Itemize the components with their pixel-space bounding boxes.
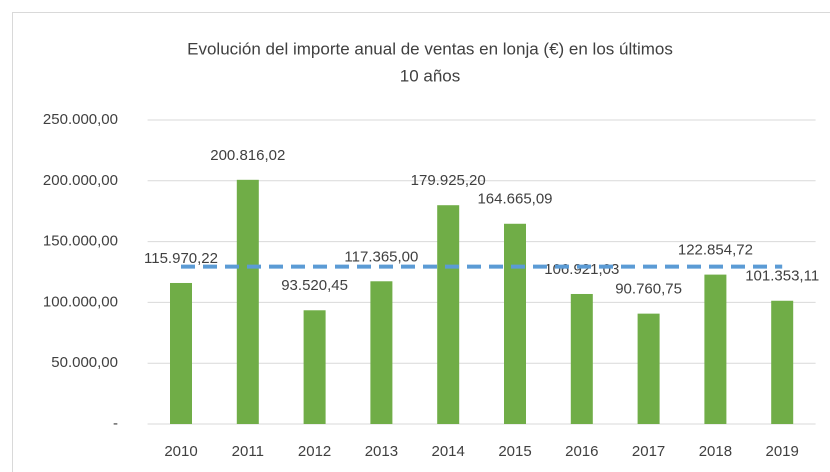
chart-border xyxy=(12,12,830,472)
bar xyxy=(637,313,660,424)
x-tick-label: 2018 xyxy=(699,443,732,460)
x-tick-label: 2017 xyxy=(632,443,665,460)
bar xyxy=(303,310,326,424)
data-label: 117.365,00 xyxy=(344,248,418,265)
data-label: 90.760,75 xyxy=(615,281,682,298)
bar xyxy=(170,282,192,424)
x-tick-label: 2016 xyxy=(565,443,598,460)
data-label: 115.970,22 xyxy=(144,250,218,267)
y-tick-label: 50.000,00 xyxy=(51,354,118,371)
chart-title: 10 años xyxy=(400,66,461,85)
x-tick-label: 2010 xyxy=(164,443,197,460)
y-tick-label: 250.000,00 xyxy=(43,111,118,128)
x-tick-label: 2011 xyxy=(232,443,264,460)
bar xyxy=(504,223,526,424)
data-label: 164.665,09 xyxy=(477,191,552,208)
bar xyxy=(236,179,259,424)
x-tick-label: 2014 xyxy=(432,443,465,460)
bar xyxy=(771,300,794,424)
x-tick-label: 2013 xyxy=(365,443,398,460)
bar xyxy=(570,293,593,424)
data-label: 122.854,72 xyxy=(678,242,753,259)
bar xyxy=(370,281,393,424)
y-tick-label: - xyxy=(113,415,118,432)
chart-title: Evolución del importe anual de ventas en… xyxy=(187,39,673,58)
data-label: 93.520,45 xyxy=(281,277,348,294)
y-tick-label: 150.000,00 xyxy=(43,233,118,250)
x-tick-label: 2019 xyxy=(766,443,799,460)
data-label: 106.921,03 xyxy=(544,261,619,278)
data-label: 179.925,20 xyxy=(411,172,486,189)
y-tick-label: 200.000,00 xyxy=(43,172,118,189)
data-label: 200.816,02 xyxy=(210,147,285,164)
bar xyxy=(704,274,727,424)
x-tick-label: 2012 xyxy=(298,443,331,460)
bar xyxy=(437,205,460,424)
data-label: 101.353,11 xyxy=(745,268,819,285)
y-tick-label: 100.000,00 xyxy=(43,293,118,310)
x-tick-label: 2015 xyxy=(498,443,531,460)
